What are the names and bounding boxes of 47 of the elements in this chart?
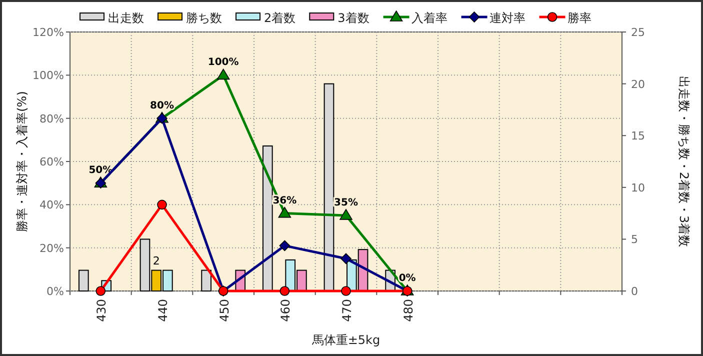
x-tick-label: 480 [401, 299, 416, 322]
y2-tick-label: 5 [631, 233, 638, 246]
point [216, 68, 230, 80]
y-tick-label: 80% [40, 112, 64, 126]
point [280, 286, 290, 296]
x-tick-label: 440 [156, 299, 170, 322]
x-tick-label: 460 [278, 299, 293, 322]
legend-label: 勝ち数 [186, 11, 222, 25]
y2-tick-label: 20 [631, 78, 645, 91]
y-tick-label: 40% [40, 198, 64, 212]
y2-tick-label: 10 [631, 181, 645, 194]
y2-tick-label: 25 [631, 26, 645, 39]
y-tick-label: 120% [32, 26, 64, 39]
legend-label: 勝率 [567, 11, 592, 25]
legend-label: 連対率 [489, 11, 526, 25]
point [340, 253, 352, 264]
x-tick-label: 470 [340, 299, 354, 322]
legend-label: 入着率 [411, 11, 448, 25]
bar [324, 83, 334, 292]
y2-tick-label: 15 [631, 130, 645, 143]
bar [262, 145, 273, 292]
point [278, 206, 292, 218]
x-tick-label: 450 [217, 299, 232, 322]
point [279, 240, 290, 252]
y-axis-title: 勝率・連対率・入着率(%) [15, 91, 29, 232]
point [341, 286, 351, 296]
y-tick-label: 20% [40, 242, 64, 255]
bar [78, 270, 89, 292]
data-label: 80% [150, 100, 174, 112]
legend-label: 3着数 [338, 11, 370, 25]
x-tick-label: 430 [94, 299, 109, 322]
point [96, 286, 106, 296]
data-label: 0% [398, 273, 416, 284]
data-label: 2 [152, 254, 160, 268]
point [157, 200, 167, 210]
y-tick-label: 100% [32, 69, 64, 82]
legend-label: 2着数 [264, 11, 296, 25]
y2-tick-label: 0 [631, 285, 638, 298]
data-label: 100% [208, 57, 239, 68]
legend-label: 出走数 [108, 11, 144, 25]
point [340, 209, 352, 220]
bar [201, 270, 212, 292]
y-tick-label: 60% [40, 156, 64, 168]
y-tick-label: 0% [46, 285, 64, 298]
data-label: 35% [334, 197, 358, 208]
x-axis-title: 馬体重±5kg [310, 333, 380, 347]
y2-axis-title: 出走数・勝ち数・2着数・3着数 [677, 76, 691, 248]
